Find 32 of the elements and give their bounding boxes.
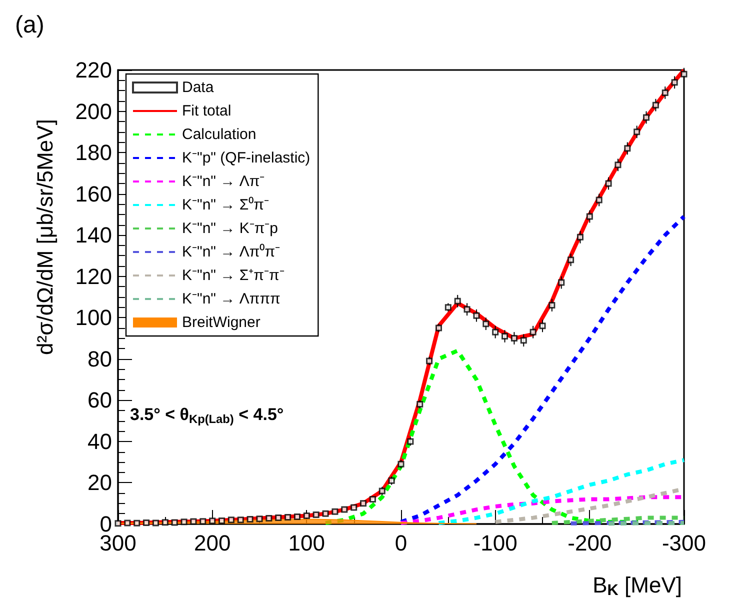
legend-label: K⁻"n" → Σ⁰π⁻: [182, 196, 269, 214]
x-tick-label: -200: [568, 530, 612, 556]
x-tick-label: 100: [288, 530, 326, 556]
y-tick-label: 40: [88, 428, 112, 454]
y-tick-label: 100: [75, 305, 112, 330]
y-tick-label: 80: [88, 346, 112, 372]
y-tick-label: 220: [75, 58, 112, 82]
x-tick-label: -100: [473, 530, 518, 556]
x-tick-label: -300: [662, 530, 706, 556]
line-series: [436, 458, 686, 525]
legend-label: K⁻"n" → Λπ⁰π⁻: [182, 244, 280, 260]
y-tick-label: 200: [75, 98, 112, 124]
legend-label: Calculation: [182, 126, 256, 143]
legend-label: K⁻"n" → Λπππ: [182, 290, 280, 308]
y-axis-title: d²σ/dΩ/dM [μb/sr/5MeV]: [32, 119, 58, 355]
legend-label: BreitWigner: [182, 314, 260, 331]
y-tick-label: 180: [75, 140, 112, 166]
legend-label: K⁻"p" (QF-inelastic): [182, 150, 310, 166]
legend-label: Data: [182, 79, 214, 96]
x-tick-label: 200: [194, 530, 231, 556]
legend-label: K⁻"n" → Λπ⁻: [182, 173, 265, 190]
legend-label: Fit total: [182, 102, 232, 120]
line-series: [399, 214, 686, 524]
y-tick-label: 140: [75, 222, 112, 248]
y-tick-label: 20: [88, 470, 112, 496]
legend-label: K⁻"n" → Σ⁺π⁻π⁻: [182, 267, 284, 284]
y-tick-label: 60: [88, 388, 112, 413]
y-tick-label: 120: [75, 264, 112, 289]
chart-title: (a): [15, 12, 44, 38]
x-tick-label: 0: [394, 530, 408, 556]
legend-label: K⁻"n" → K⁻π⁻p: [182, 220, 278, 237]
y-tick-label: 160: [75, 181, 112, 206]
